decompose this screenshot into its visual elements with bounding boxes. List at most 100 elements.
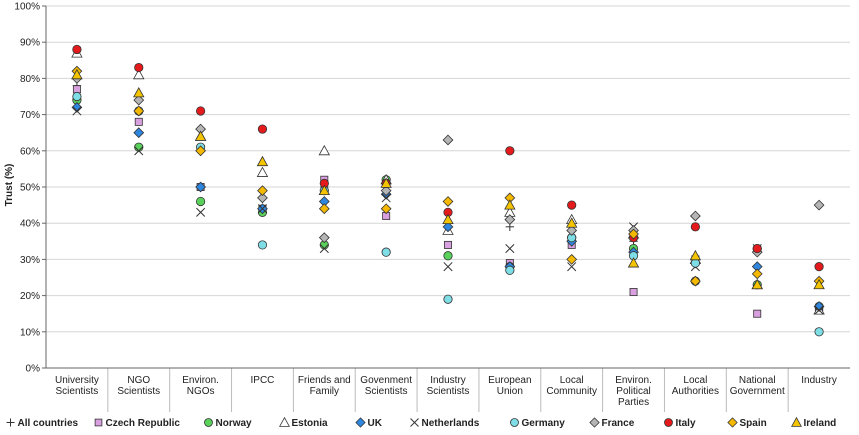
point-uk (71, 101, 83, 113)
y-tick-label: 10% (20, 327, 40, 338)
legend-item-germany: Germany (510, 418, 566, 429)
y-axis-title: Trust (%) (4, 164, 15, 207)
legend-label: Germany (522, 418, 566, 429)
point-ireland (565, 217, 578, 228)
legend-label: France (602, 418, 635, 429)
category-label: Govenment Scientists (360, 375, 412, 397)
legend-label: Spain (740, 418, 767, 429)
category-label: IPCC (251, 375, 275, 386)
point-ireland (318, 184, 331, 196)
legend-item-czech-republic: Czech Republic (94, 418, 181, 429)
point-netherlands (505, 243, 515, 254)
point-spain (195, 145, 207, 157)
legend-item-all-countries: All countries (6, 418, 79, 429)
point-germany (505, 265, 515, 275)
y-tick-label: 80% (20, 74, 40, 85)
point-ireland (689, 249, 702, 261)
point-spain (257, 185, 268, 197)
legend-label: Czech Republic (106, 418, 181, 429)
point-spain (566, 254, 578, 265)
y-tick-label: 100% (14, 2, 40, 13)
point-france (133, 94, 145, 106)
point-czech-republic (134, 117, 143, 126)
point-ireland (813, 278, 825, 290)
point-netherlands (567, 262, 577, 272)
legend-item-france: France (589, 417, 635, 429)
category-label: Industry Scientists (427, 375, 470, 397)
point-italy (134, 62, 144, 73)
category-label: National Government (730, 375, 785, 397)
y-tick-label: 40% (20, 219, 40, 230)
point-netherlands (257, 204, 268, 214)
y-tick-label: 70% (20, 110, 40, 121)
legend: All countries Czech Republic Norway Estonia… (6, 416, 836, 429)
point-ireland (751, 278, 763, 290)
legend-item-norway: Norway (204, 418, 253, 429)
point-italy (72, 44, 82, 55)
point-ireland (194, 130, 207, 141)
point-spain (380, 203, 392, 215)
point-germany (72, 91, 82, 102)
legend-item-italy: Italy (664, 418, 696, 429)
legend-label: Netherlands (422, 418, 480, 429)
point-netherlands (72, 106, 82, 116)
legend-label: UK (368, 418, 383, 429)
point-france (813, 199, 825, 211)
point-france (318, 232, 330, 244)
point-ireland (504, 199, 516, 210)
category-separators (107, 368, 789, 412)
point-ireland (256, 155, 269, 167)
point-netherlands (814, 305, 824, 315)
data-points (71, 44, 825, 337)
legend-item-spain: Spain (727, 417, 767, 429)
category-label: Local Authorities (672, 375, 719, 397)
y-tick-label: 30% (20, 255, 40, 266)
point-uk (442, 221, 454, 233)
legend-item-ireland: Ireland (791, 416, 836, 429)
legend-label: Italy (676, 418, 696, 429)
point-spain (442, 196, 454, 207)
y-tick-label: 20% (20, 291, 40, 302)
point-ireland (380, 177, 392, 188)
point-ireland (71, 68, 83, 80)
point-france (689, 210, 701, 222)
point-ireland (627, 257, 640, 268)
point-germany (381, 247, 391, 257)
point-italy (505, 146, 515, 156)
point-italy (567, 200, 577, 210)
point-norway (443, 251, 453, 261)
point-spain (318, 203, 330, 215)
point-estonia (318, 144, 331, 156)
point-estonia (133, 68, 145, 80)
point-norway (196, 196, 206, 207)
point-france (257, 192, 268, 204)
point-netherlands (381, 193, 391, 203)
category-label: European Union (488, 375, 531, 397)
y-tick-label: 60% (20, 146, 40, 157)
point-czech-republic (629, 288, 638, 296)
point-france (504, 214, 516, 225)
point-france (442, 134, 454, 146)
category-label: NGO Scientists (117, 375, 160, 397)
y-tick-label: 0% (26, 364, 41, 375)
point-netherlands (134, 146, 144, 156)
point-france (380, 185, 392, 197)
point-estonia (256, 166, 269, 177)
category-label: University Scientists (55, 375, 99, 397)
point-spain (628, 228, 639, 240)
point-italy (752, 243, 762, 254)
point-ireland (442, 213, 454, 225)
point-spain (689, 275, 701, 287)
point-ireland (133, 87, 145, 98)
category-labels: University Scientists NGO Scientists Environ… (55, 375, 837, 408)
category-label: Friends and Family (298, 375, 351, 397)
legend-label: All countries (18, 418, 79, 429)
legend-item-uk: UK (355, 417, 383, 429)
point-czech-republic (753, 309, 762, 318)
legend-label: Norway (216, 418, 253, 429)
point-germany (814, 327, 824, 337)
point-uk (813, 301, 825, 312)
point-spain (751, 268, 763, 280)
point-czech-republic (444, 240, 452, 249)
